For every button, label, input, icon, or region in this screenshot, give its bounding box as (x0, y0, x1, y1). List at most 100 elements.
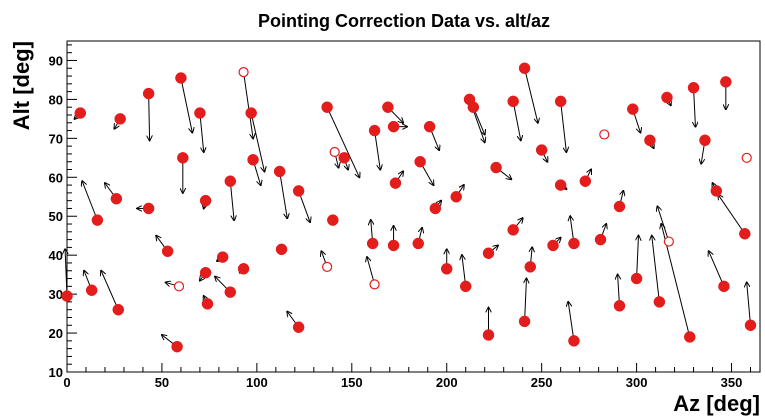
correction-arrow (657, 207, 670, 242)
data-point (579, 175, 592, 187)
data-point-open (238, 67, 249, 78)
data-point (594, 233, 607, 246)
y-tick-label: 50 (49, 209, 63, 224)
data-point (177, 152, 189, 164)
y-tick-label: 10 (49, 365, 63, 380)
data-point (467, 101, 480, 113)
correction-arrow (637, 236, 639, 279)
y-axis-label: Alt [deg] (9, 41, 34, 130)
correction-arrow (250, 112, 264, 171)
data-point (720, 76, 732, 88)
data-points (61, 62, 757, 353)
data-point (382, 101, 394, 113)
correction-arrow (65, 249, 67, 297)
data-point (321, 101, 333, 113)
data-point (568, 335, 580, 347)
data-point (568, 237, 580, 250)
correction-arrow (229, 181, 234, 220)
data-point (112, 303, 125, 316)
data-point-open (663, 236, 674, 247)
x-axis-label: Az [deg] (673, 391, 760, 416)
data-point (91, 214, 104, 226)
correction-arrow (694, 87, 696, 127)
x-tick-label: 50 (155, 375, 169, 390)
data-point (630, 272, 643, 285)
y-tick-label: 20 (49, 326, 63, 341)
data-point (199, 194, 212, 207)
x-tick-label: 300 (626, 375, 648, 390)
data-point (224, 286, 237, 298)
correction-arrow (709, 251, 725, 287)
data-point (423, 120, 436, 133)
plot-frame (66, 40, 761, 373)
data-point (661, 91, 673, 104)
y-tick-label: 30 (49, 287, 63, 302)
data-point (61, 290, 73, 302)
data-point (114, 113, 126, 125)
correction-arrows (65, 68, 752, 348)
data-point (161, 245, 174, 258)
data-point (613, 200, 626, 213)
data-point (142, 87, 155, 100)
correction-arrow (512, 101, 521, 140)
correction-arrow (524, 68, 538, 123)
correction-arrow (180, 77, 192, 133)
x-tick-label: 150 (341, 375, 363, 390)
x-tick-label: 350 (721, 375, 743, 390)
correction-arrow (199, 112, 204, 152)
data-point (547, 239, 559, 252)
data-point (459, 280, 472, 293)
correction-arrow (747, 282, 752, 326)
correction-arrow (568, 302, 575, 341)
data-point (687, 81, 700, 94)
axis-ticks: 0 50 100 150 200 250 300 350 10 20 30 40 50 60 70 80 90 (49, 44, 752, 390)
data-point (194, 107, 206, 119)
data-point-open (369, 279, 380, 290)
data-point (142, 202, 155, 215)
correction-arrow (279, 171, 288, 218)
y-tick-label: 60 (49, 170, 63, 185)
data-point-open (741, 152, 752, 163)
data-point (518, 62, 531, 75)
data-point (524, 261, 537, 273)
correction-arrow (560, 101, 567, 152)
x-tick-label: 0 (63, 375, 70, 390)
data-point-open (322, 261, 333, 272)
data-point (387, 120, 400, 133)
data-point (327, 214, 339, 226)
data-point (440, 263, 453, 275)
correction-arrow (149, 93, 150, 141)
data-point (429, 202, 442, 215)
data-point-open (599, 129, 610, 140)
data-point (482, 329, 495, 341)
correction-arrow (374, 130, 381, 170)
data-point (171, 340, 183, 353)
data-point (292, 185, 305, 197)
data-point (74, 107, 87, 119)
correction-arrow (82, 181, 98, 221)
data-point (338, 152, 350, 164)
data-point (245, 107, 257, 119)
data-point (507, 224, 519, 236)
data-point (273, 165, 286, 178)
data-point (414, 155, 426, 168)
data-point (535, 144, 548, 156)
data-point (247, 154, 259, 166)
data-point (710, 185, 723, 197)
data-point (237, 263, 250, 275)
data-point (224, 175, 237, 187)
data-point (699, 134, 711, 147)
data-point (518, 315, 531, 328)
y-tick-label: 40 (49, 248, 63, 263)
data-point-open (173, 281, 185, 292)
data-point (199, 266, 212, 279)
correction-arrow (718, 195, 746, 235)
data-point (389, 177, 402, 189)
data-point (216, 251, 229, 263)
data-point (684, 331, 696, 343)
x-tick-label: 250 (531, 375, 553, 390)
data-point (292, 321, 305, 333)
y-tick-label: 70 (49, 131, 63, 146)
data-point (110, 192, 123, 205)
